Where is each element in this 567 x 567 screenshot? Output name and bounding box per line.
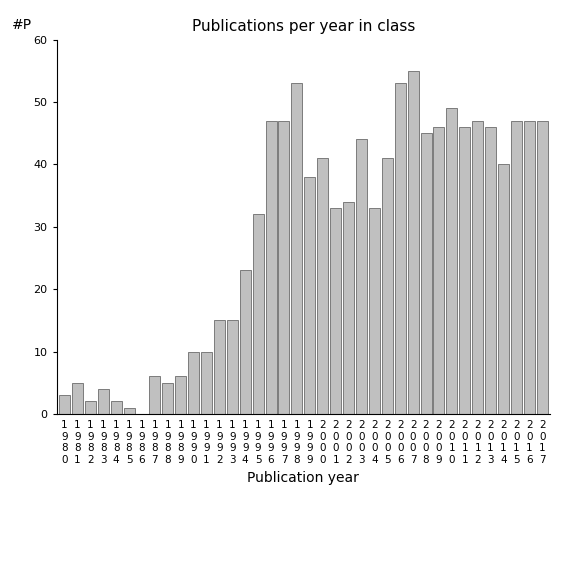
Bar [162, 383, 174, 414]
Bar [421, 133, 431, 414]
Bar [472, 121, 483, 414]
Bar [304, 177, 315, 414]
Bar [227, 320, 238, 414]
Bar [498, 164, 509, 414]
Bar [278, 121, 290, 414]
Bar [382, 158, 393, 414]
Bar [408, 71, 418, 414]
Bar [265, 121, 277, 414]
X-axis label: Publication year: Publication year [247, 471, 359, 485]
Bar [124, 408, 134, 414]
Bar [175, 376, 186, 414]
Bar [240, 270, 251, 414]
Bar [524, 121, 535, 414]
Bar [343, 202, 354, 414]
Bar [149, 376, 160, 414]
Bar [395, 83, 405, 414]
Bar [253, 214, 264, 414]
Title: Publications per year in class: Publications per year in class [192, 19, 415, 35]
Bar [201, 352, 212, 414]
Bar [369, 208, 380, 414]
Bar [111, 401, 121, 414]
Bar [317, 158, 328, 414]
Bar [291, 83, 302, 414]
Bar [446, 108, 458, 414]
Bar [214, 320, 225, 414]
Bar [485, 127, 496, 414]
Y-axis label: #P: #P [12, 18, 32, 32]
Bar [511, 121, 522, 414]
Bar [330, 208, 341, 414]
Bar [433, 127, 445, 414]
Bar [459, 127, 470, 414]
Bar [188, 352, 199, 414]
Bar [537, 121, 548, 414]
Bar [98, 389, 109, 414]
Bar [85, 401, 96, 414]
Bar [356, 139, 367, 414]
Bar [59, 395, 70, 414]
Bar [72, 383, 83, 414]
